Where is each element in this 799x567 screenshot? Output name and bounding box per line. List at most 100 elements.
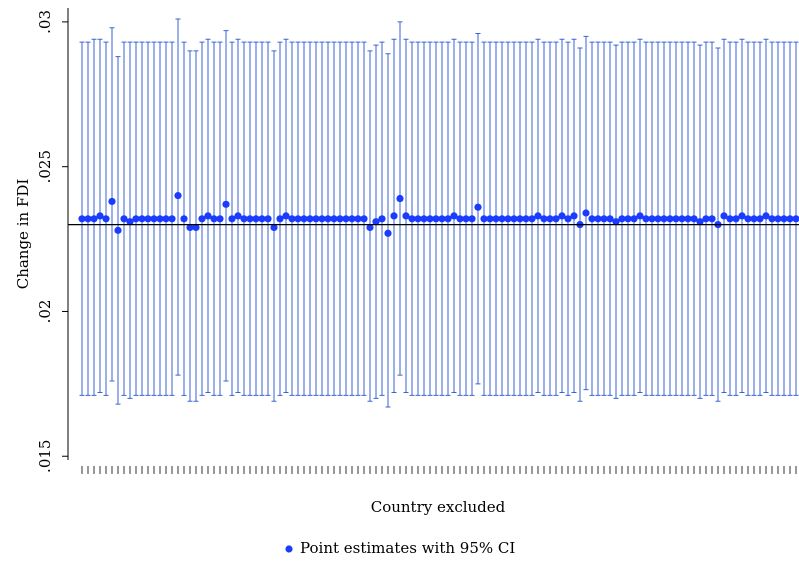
point (786, 215, 794, 223)
point (348, 215, 356, 223)
point (732, 215, 740, 223)
point (150, 215, 158, 223)
point (606, 215, 614, 223)
point (504, 215, 512, 223)
point (558, 212, 566, 220)
point (384, 229, 392, 237)
point (180, 215, 188, 223)
point (372, 218, 380, 226)
point (222, 200, 230, 208)
y-tick-label: .03 (36, 10, 54, 34)
point (258, 215, 266, 223)
point (144, 215, 152, 223)
point (468, 215, 476, 223)
point (78, 215, 86, 223)
point (120, 215, 128, 223)
point (174, 192, 182, 200)
point (510, 215, 518, 223)
point (156, 215, 164, 223)
point (204, 212, 212, 220)
point (474, 203, 482, 211)
point (246, 215, 254, 223)
point (354, 215, 362, 223)
point (102, 215, 110, 223)
point (444, 215, 452, 223)
point (600, 215, 608, 223)
point (312, 215, 320, 223)
point (516, 215, 524, 223)
point (648, 215, 656, 223)
point (546, 215, 554, 223)
point (450, 212, 458, 220)
point (756, 215, 764, 223)
point (708, 215, 716, 223)
point (84, 215, 92, 223)
point (780, 215, 788, 223)
point (288, 215, 296, 223)
point (552, 215, 560, 223)
point (750, 215, 758, 223)
y-axis-label: Change in FDI (14, 179, 32, 290)
point (198, 215, 206, 223)
point (564, 215, 572, 223)
point (168, 215, 176, 223)
point (420, 215, 428, 223)
point (666, 215, 674, 223)
point (702, 215, 710, 223)
y-tick-label: .015 (36, 440, 54, 473)
point (240, 215, 248, 223)
point (582, 209, 590, 217)
point (330, 215, 338, 223)
point (498, 215, 506, 223)
point (426, 215, 434, 223)
point (96, 212, 104, 220)
point (768, 215, 776, 223)
point (324, 215, 332, 223)
point (396, 194, 404, 203)
point (774, 215, 782, 223)
point (162, 215, 170, 223)
point (282, 212, 290, 220)
legend-marker (285, 545, 293, 553)
point (456, 215, 464, 223)
point (114, 226, 122, 234)
point (342, 215, 350, 223)
point (402, 212, 410, 220)
point (522, 215, 530, 223)
point (390, 212, 398, 220)
point (612, 218, 620, 226)
point (216, 215, 224, 223)
point (438, 215, 446, 223)
point (228, 215, 236, 223)
point (126, 218, 134, 226)
point (270, 223, 278, 232)
legend-label: Point estimates with 95% CI (300, 539, 515, 557)
point (276, 215, 284, 223)
point (630, 215, 638, 223)
point (360, 215, 368, 223)
point (294, 215, 302, 223)
point (486, 215, 494, 223)
y-tick-label: .02 (36, 300, 54, 324)
point (690, 215, 698, 223)
point (378, 215, 386, 223)
point (414, 215, 422, 223)
point (738, 212, 746, 220)
point (678, 215, 686, 223)
x-axis-label: Country excluded (371, 498, 506, 516)
point (654, 215, 662, 223)
point (762, 212, 770, 220)
point (264, 215, 272, 223)
point (528, 215, 536, 223)
point (132, 215, 140, 223)
point (318, 215, 326, 223)
point (366, 223, 374, 232)
point (408, 215, 416, 223)
y-tick-label: .025 (36, 150, 54, 183)
point (588, 215, 596, 223)
point (300, 215, 308, 223)
point (744, 215, 752, 223)
point (624, 215, 632, 223)
point (234, 212, 242, 220)
